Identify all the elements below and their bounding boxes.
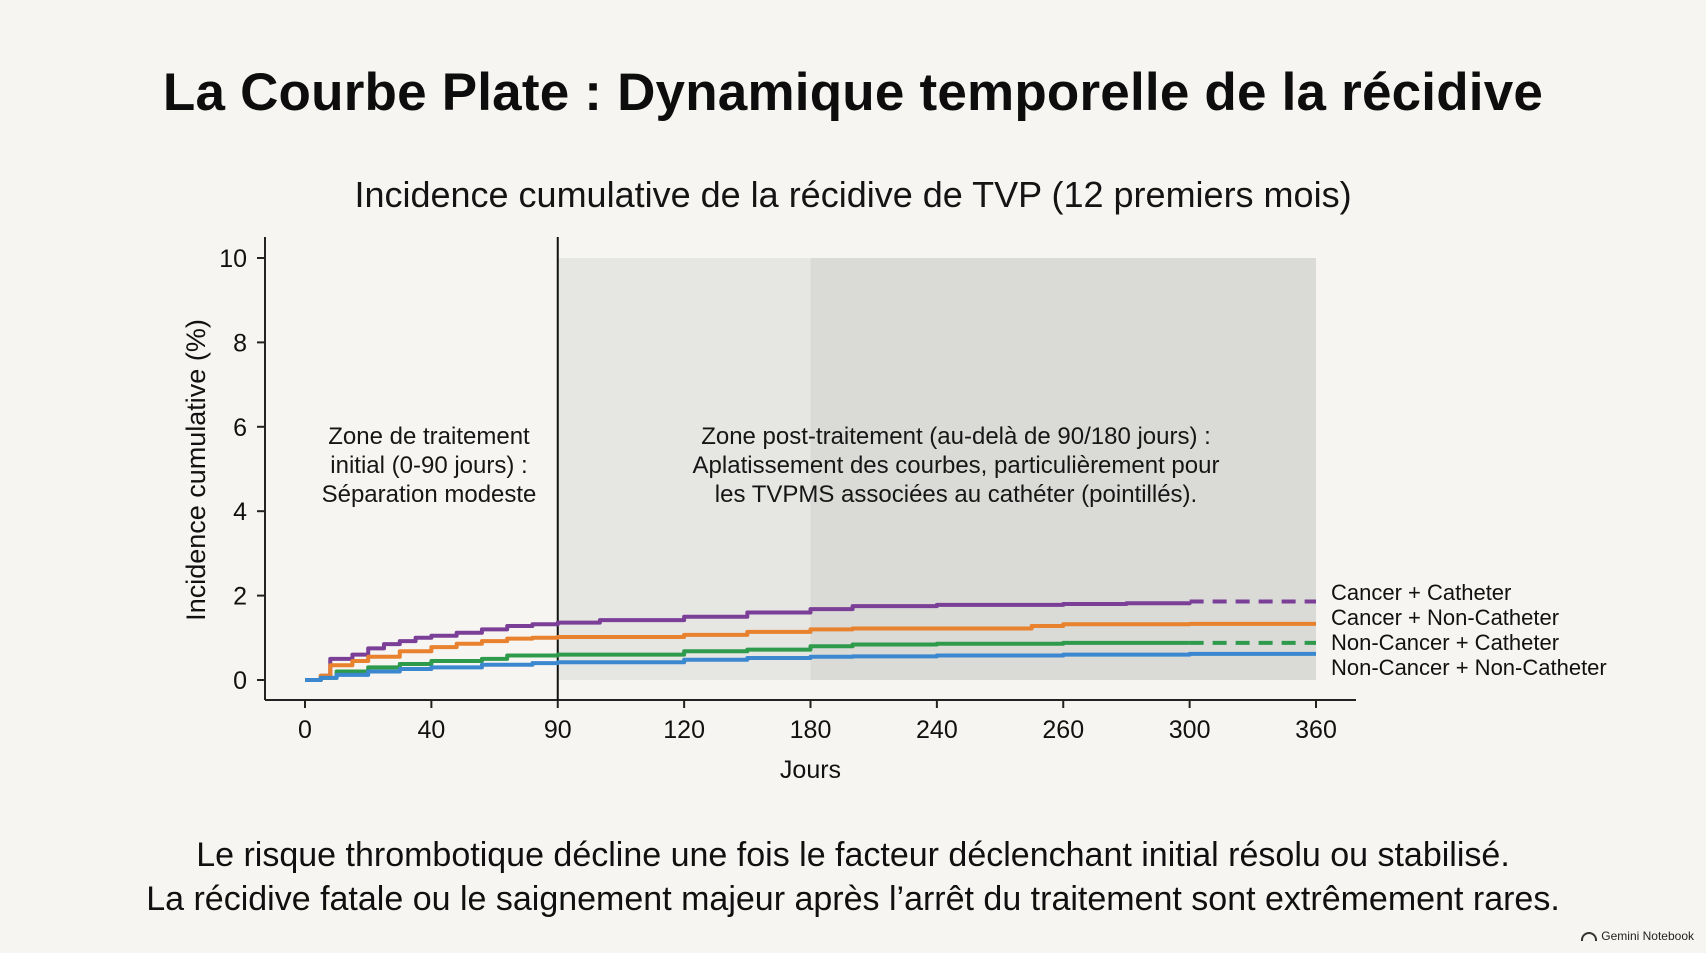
footer-line-1: Le risque thrombotique décline une fois … bbox=[196, 836, 1510, 874]
x-tick-label: 360 bbox=[1295, 716, 1337, 744]
x-tick-label: 180 bbox=[790, 716, 832, 744]
brand-mark: Gemini Notebook bbox=[1581, 929, 1694, 943]
series-lines bbox=[305, 599, 1316, 682]
x-tick-label: 240 bbox=[916, 716, 958, 744]
x-axis-label: Jours bbox=[780, 756, 841, 784]
footer-text: Le risque thrombotique décline une fois … bbox=[0, 833, 1706, 921]
shaded-region-1 bbox=[557, 258, 811, 680]
slide-title: La Courbe Plate : Dynamique temporelle d… bbox=[162, 63, 1544, 122]
shaded-region-2 bbox=[810, 258, 1316, 680]
shaded-regions bbox=[557, 258, 1316, 680]
legend-entry: Cancer + Non-Catheter bbox=[1331, 605, 1559, 630]
y-tick-label: 6 bbox=[233, 414, 247, 442]
footer-line-2: La récidive fatale ou le saignement maje… bbox=[146, 880, 1560, 918]
y-tick-label: 10 bbox=[219, 245, 247, 273]
annotation-line: les TVPMS associées au cathéter (pointil… bbox=[715, 481, 1197, 508]
y-tick-label: 2 bbox=[233, 583, 247, 611]
chart-title: Incidence cumulative de la récidive de T… bbox=[354, 174, 1352, 215]
annotation-line: Séparation modeste bbox=[322, 481, 537, 508]
brand-label: Gemini Notebook bbox=[1601, 929, 1694, 943]
legend-entry: Non-Cancer + Catheter bbox=[1331, 630, 1559, 655]
x-tick-label: 90 bbox=[544, 716, 572, 744]
series-line-non-cancer-catheter bbox=[305, 640, 1190, 682]
annotation-line: Zone de traitement bbox=[328, 423, 530, 450]
x-tick-label: 40 bbox=[417, 716, 445, 744]
legend-entry: Non-Cancer + Non-Catheter bbox=[1331, 655, 1607, 680]
x-tick-label: 120 bbox=[663, 716, 705, 744]
series-line-cancer-catheter bbox=[305, 601, 1192, 682]
annotation-line: Zone post-traitement (au-delà de 90/180 … bbox=[701, 423, 1211, 450]
annotation-line: Aplatissement des courbes, particulièrem… bbox=[693, 452, 1220, 479]
y-tick-label: 0 bbox=[233, 667, 247, 695]
series-line-non-cancer-non-catheter bbox=[305, 651, 1316, 682]
x-tick-label: 0 bbox=[298, 716, 312, 744]
x-tick-label: 260 bbox=[1042, 716, 1084, 744]
axes: 0 2 4 6 8 10 0 40 90 120 180 240 260 300 360 Jours Incid… bbox=[181, 237, 1356, 784]
gemini-logo-icon bbox=[1581, 931, 1598, 941]
legend-entry: Cancer + Catheter bbox=[1331, 580, 1511, 605]
y-tick-label: 4 bbox=[233, 498, 247, 526]
y-tick-label: 8 bbox=[233, 329, 247, 357]
y-axis-label: Incidence cumulative (%) bbox=[181, 319, 211, 621]
annotation-line: initial (0-90 jours) : bbox=[330, 452, 527, 479]
x-tick-label: 300 bbox=[1169, 716, 1211, 744]
annotation-2: Zone post-traitement (au-delà de 90/180 … bbox=[693, 423, 1220, 508]
series-line-cancer-non-catheter bbox=[305, 621, 1316, 682]
